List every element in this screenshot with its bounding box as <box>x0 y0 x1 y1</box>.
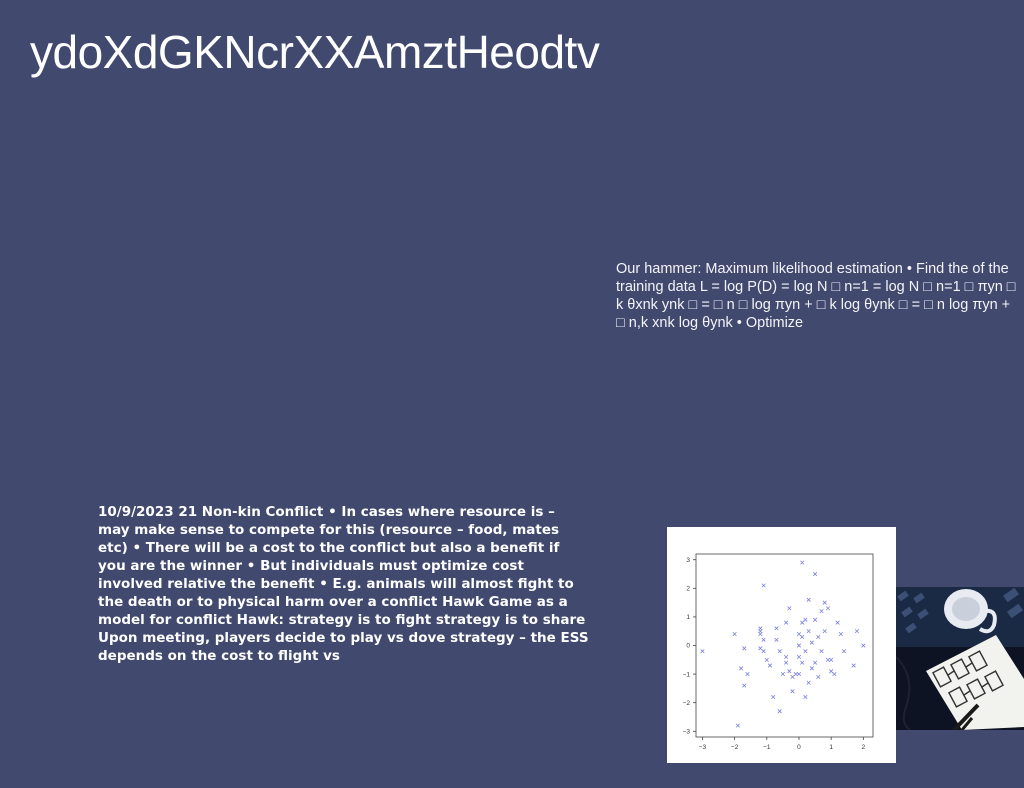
scatter-point <box>841 649 847 654</box>
scatter-point <box>806 597 811 602</box>
scatter-point <box>767 663 773 668</box>
scatter-point <box>822 600 827 605</box>
scatter-point <box>816 634 821 640</box>
y-tick-label: −3 <box>683 728 691 735</box>
scatter-point <box>793 672 798 677</box>
scatter-point <box>796 654 802 660</box>
plot-frame <box>695 553 874 738</box>
x-tick-label: 1 <box>829 744 833 751</box>
y-tick-label: 0 <box>686 643 690 650</box>
y-axis-ticks: 3 2 1 0 −1 −2 −3 <box>683 557 696 735</box>
y-tick-label: −2 <box>683 700 691 707</box>
scatter-point <box>761 583 766 588</box>
scatter-point <box>700 649 705 654</box>
scatter-plot: −3 −2 −1 0 1 2 3 2 1 0 −1 −2 −3 <box>683 553 874 751</box>
scatter-point <box>777 649 782 654</box>
scatter-point <box>812 617 818 622</box>
scatter-point <box>816 674 821 680</box>
scatter-point <box>835 620 840 625</box>
x-tick-label: 2 <box>862 744 866 751</box>
scatter-point <box>822 629 827 634</box>
x-tick-label: 0 <box>797 744 801 751</box>
scatter-point <box>774 637 779 642</box>
scatter-point <box>787 606 792 611</box>
scatter-point <box>790 674 795 680</box>
scatter-point <box>800 660 805 665</box>
scatter-point <box>800 620 805 625</box>
y-tick-label: −1 <box>683 671 691 678</box>
notebook-sketch <box>926 635 1024 730</box>
scatter-point <box>803 649 808 654</box>
scatter-point <box>761 649 766 654</box>
scatter-point <box>738 666 744 671</box>
scatter-point <box>800 634 805 640</box>
scatter-point <box>780 672 785 677</box>
scatter-point <box>796 672 802 677</box>
mle-text-block: Our hammer: Maximum likelihood estimatio… <box>616 261 1016 331</box>
scatter-points <box>700 560 866 728</box>
scatter-point <box>809 666 814 671</box>
scatter-point <box>854 629 859 634</box>
scatter-point <box>758 629 763 634</box>
scatter-point <box>812 660 818 665</box>
scatter-point <box>784 654 789 660</box>
scatter-point <box>803 694 808 700</box>
scatter-point <box>832 672 837 677</box>
slide-title: ydoXdGKNcrXXAmztHeodtv <box>30 26 600 78</box>
scatter-point <box>838 631 843 637</box>
y-tick-label: 3 <box>686 557 690 564</box>
scatter-point <box>784 620 789 625</box>
scatter-point <box>825 657 831 662</box>
scatter-point <box>829 657 834 662</box>
scatter-point <box>742 646 747 651</box>
scatter-point <box>806 629 811 634</box>
pen-icon <box>952 703 980 730</box>
scatter-point <box>819 609 824 614</box>
keyboard-keys <box>897 587 1024 634</box>
scatter-point <box>851 663 856 668</box>
y-tick-label: 1 <box>686 614 690 621</box>
scatter-point <box>790 689 795 694</box>
x-tick-label: −1 <box>763 744 771 751</box>
scatter-point <box>812 571 818 577</box>
scatter-plot-image: −3 −2 −1 0 1 2 3 2 1 0 −1 −2 −3 <box>667 527 896 763</box>
scatter-point <box>784 660 789 665</box>
scatter-point <box>761 637 766 642</box>
scatter-point <box>742 683 747 688</box>
x-tick-label: −3 <box>699 744 707 751</box>
scatter-point <box>819 649 824 654</box>
coffee-cup-icon <box>944 589 997 634</box>
y-tick-label: 2 <box>686 586 690 593</box>
scatter-point <box>861 643 866 648</box>
scatter-point <box>732 631 737 637</box>
scatter-point <box>825 606 831 611</box>
x-tick-label: −2 <box>731 744 739 751</box>
conflict-text-block: 10/9/2023 21 Non-kin Conflict • In cases… <box>98 504 589 664</box>
scatter-point <box>774 626 779 631</box>
cable <box>896 656 911 730</box>
scatter-point <box>735 723 740 728</box>
scatter-point <box>771 694 776 700</box>
scatter-point <box>745 672 750 677</box>
scatter-point <box>758 646 763 651</box>
notebook-photo <box>896 587 1024 730</box>
x-axis-ticks: −3 −2 −1 0 1 2 <box>699 737 866 751</box>
scatter-point <box>764 657 769 662</box>
scatter-point <box>800 560 805 565</box>
scatter-point <box>777 709 782 714</box>
scatter-point <box>796 631 802 637</box>
scatter-point <box>806 680 811 685</box>
scatter-point <box>787 669 792 674</box>
scatter-point <box>829 669 834 674</box>
scatter-point <box>796 643 802 648</box>
scatter-point <box>803 617 808 622</box>
scatter-point <box>809 640 814 645</box>
